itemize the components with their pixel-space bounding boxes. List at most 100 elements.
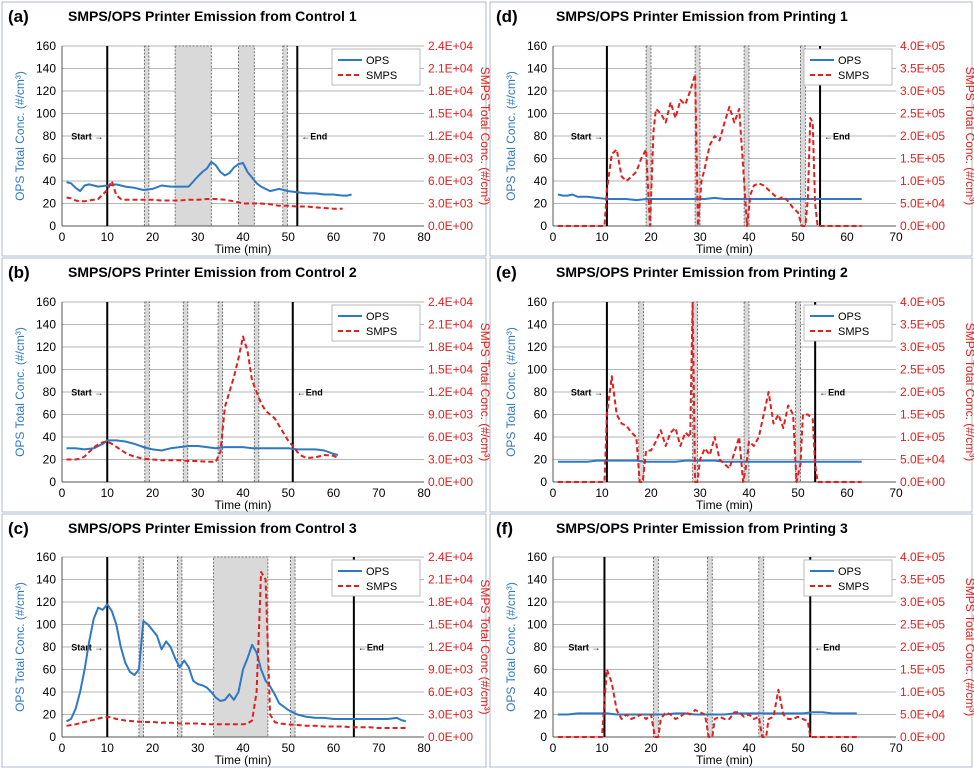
- x-tick-label: 10: [101, 486, 115, 500]
- y2-tick-label: 2.5E+05: [900, 618, 945, 632]
- series-ops-line: [557, 711, 857, 716]
- y2-tick-label: 2.0E+05: [900, 385, 945, 399]
- x-tick-label: 30: [693, 230, 707, 244]
- y-tick-label: 160: [36, 39, 56, 53]
- y2-tick-label: 0.0E+00: [900, 475, 945, 489]
- y-tick-label: 20: [43, 453, 57, 467]
- y2-tick-label: 3.5E+05: [900, 318, 945, 332]
- x-tick-label: 30: [191, 741, 205, 755]
- legend-ops-label: OPS: [838, 311, 861, 323]
- x-tick-label: 0: [59, 486, 66, 500]
- y2-tick-label: 2.1E+04: [428, 573, 473, 587]
- x-tick-label: 80: [417, 741, 431, 755]
- y-tick-label: 140: [36, 573, 56, 587]
- y-tick-label: 120: [527, 595, 547, 609]
- y2-tick-label: 3.0E+05: [900, 595, 945, 609]
- x-tick-label: 70: [372, 230, 386, 244]
- y2-tick-label: 0.0E+00: [428, 475, 473, 489]
- x-tick-label: 30: [693, 486, 707, 500]
- x-tick-label: 50: [282, 741, 296, 755]
- y-tick-label: 160: [36, 550, 56, 564]
- y-tick-label: 20: [534, 708, 548, 722]
- x-tick-label: 10: [101, 230, 115, 244]
- y-tick-label: 0: [540, 219, 547, 233]
- start-label: Start →: [571, 132, 603, 142]
- y-tick-label: 140: [527, 318, 547, 332]
- panel-label: (c): [8, 519, 29, 538]
- x-tick-label: 80: [417, 486, 431, 500]
- shaded-region: [213, 556, 269, 738]
- y-tick-label: 0: [49, 475, 56, 489]
- chart-title: SMPS/OPS Printer Emission from Printing …: [556, 520, 848, 536]
- y2-tick-label: 2.4E+04: [428, 295, 473, 309]
- y-axis-label: OPS Total Conc. (#/cm³): [504, 327, 518, 457]
- panel-label: (e): [496, 263, 517, 282]
- y2-tick-label: 2.4E+04: [428, 39, 473, 53]
- chart-panel: (b) SMPS/OPS Printer Emission from Contro…: [8, 263, 492, 512]
- y2-tick-label: 3.5E+05: [900, 62, 945, 76]
- x-tick-label: 0: [550, 230, 557, 244]
- y2-tick-label: 3.0E+03: [428, 708, 473, 722]
- series-ops-line: [557, 193, 862, 202]
- shaded-region: [638, 301, 645, 483]
- legend-ops-label: OPS: [838, 566, 861, 578]
- legend-smps-label: SMPS: [838, 326, 869, 338]
- y-tick-label: 80: [534, 129, 548, 143]
- chart-panel: (a) SMPS/OPS Printer Emission from Contro…: [8, 7, 492, 256]
- chart-title: SMPS/OPS Printer Emission from Printing …: [556, 264, 848, 280]
- y-tick-label: 60: [534, 663, 548, 677]
- x-tick-label: 0: [550, 486, 557, 500]
- x-tick-label: 20: [146, 741, 160, 755]
- legend-box: [803, 48, 893, 86]
- x-tick-label: 50: [791, 230, 805, 244]
- y2-tick-label: 1.5E+05: [900, 663, 945, 677]
- y2-tick-label: 9.0E+03: [428, 152, 473, 166]
- y-tick-label: 0: [540, 730, 547, 744]
- x-tick-label: 60: [840, 486, 854, 500]
- y2-tick-label: 3.0E+03: [428, 197, 473, 211]
- y2-axis-label: SMPS Total Conc. (#/cm³): [963, 578, 974, 716]
- y-tick-label: 100: [36, 618, 56, 632]
- y2-tick-label: 0.0E+00: [900, 219, 945, 233]
- y-tick-label: 100: [36, 363, 56, 377]
- x-tick-label: 10: [595, 741, 609, 755]
- y-tick-label: 60: [43, 152, 57, 166]
- series-smps-line: [557, 301, 862, 483]
- y2-tick-label: 6.0E+03: [428, 174, 473, 188]
- x-tick-label: 0: [550, 741, 557, 755]
- y-tick-label: 160: [527, 39, 547, 53]
- y-tick-label: 100: [36, 107, 56, 121]
- legend-smps-label: SMPS: [366, 70, 397, 82]
- shaded-region: [282, 45, 288, 227]
- y2-tick-label: 2.5E+05: [900, 107, 945, 121]
- legend-smps-label: SMPS: [838, 70, 869, 82]
- y-axis-label: OPS Total Conc. (#/cm³): [504, 71, 518, 201]
- y2-tick-label: 5.0E+04: [900, 197, 945, 211]
- shaded-region: [238, 45, 255, 227]
- x-tick-label: 10: [595, 486, 609, 500]
- y-axis-label: OPS Total Conc. (#/cm³): [13, 327, 27, 457]
- y-tick-label: 80: [534, 385, 548, 399]
- shaded-region: [795, 301, 801, 483]
- y-tick-label: 160: [527, 295, 547, 309]
- y2-tick-label: 1.2E+04: [428, 385, 473, 399]
- x-tick-label: 30: [191, 230, 205, 244]
- y2-tick-label: 6.0E+03: [428, 430, 473, 444]
- y-tick-label: 80: [43, 640, 57, 654]
- y2-tick-label: 2.1E+04: [428, 62, 473, 76]
- x-tick-label: 40: [742, 230, 756, 244]
- legend-smps-label: SMPS: [366, 326, 397, 338]
- y2-tick-label: 3.0E+05: [900, 84, 945, 98]
- y-tick-label: 140: [36, 318, 56, 332]
- y-tick-label: 20: [534, 197, 548, 211]
- y-tick-label: 20: [43, 708, 57, 722]
- legend-smps-label: SMPS: [366, 581, 397, 593]
- x-tick-label: 40: [742, 741, 756, 755]
- x-axis-label: Time (min): [215, 242, 272, 256]
- series-smps-line: [66, 571, 406, 729]
- y2-tick-label: 0.0E+00: [428, 730, 473, 744]
- x-tick-label: 50: [791, 486, 805, 500]
- y2-tick-label: 1.0E+05: [900, 430, 945, 444]
- y2-tick-label: 1.0E+05: [900, 174, 945, 188]
